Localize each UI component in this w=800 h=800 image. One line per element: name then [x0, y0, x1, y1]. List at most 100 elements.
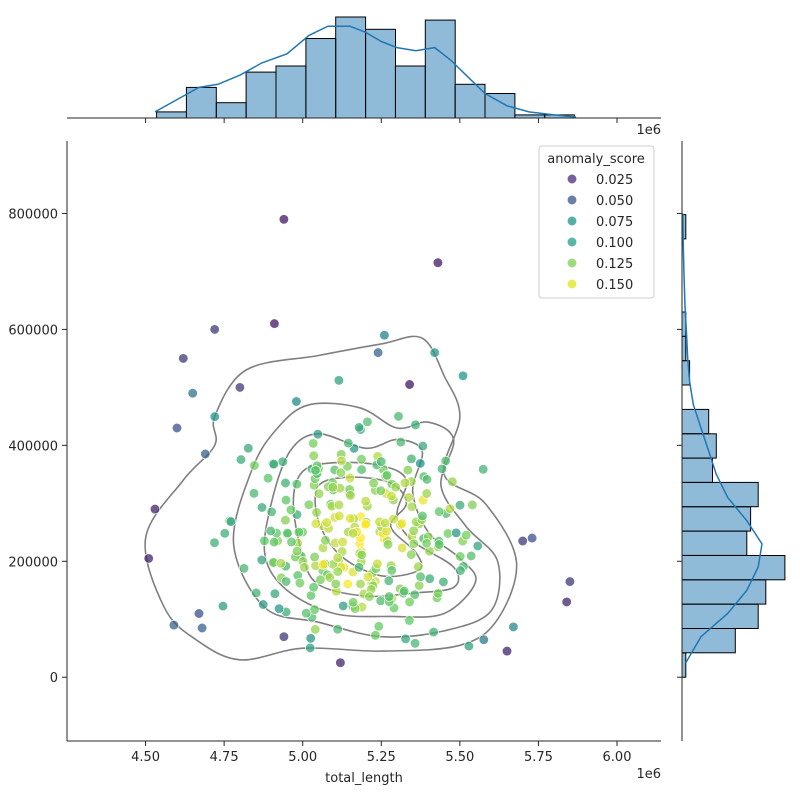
scatter-point: [375, 485, 386, 496]
top-offset-label: 1e6: [636, 123, 661, 138]
scatter-point: [395, 436, 406, 448]
x-tick-label: 5.50: [445, 750, 474, 765]
scatter-point: [368, 477, 379, 489]
scatter-point: [355, 578, 366, 590]
legend-box: [538, 145, 655, 299]
scatter-point: [333, 499, 345, 511]
scatter-point: [343, 437, 354, 449]
top-hist-bar: [484, 93, 516, 119]
scatter-point: [406, 549, 417, 560]
scatter-point: [332, 624, 343, 635]
scatter-point: [251, 587, 262, 599]
scatter-point: [436, 463, 448, 475]
scatter-point: [428, 626, 439, 638]
scatter-point: [344, 472, 356, 484]
scatter-point: [362, 416, 373, 427]
scatter-point: [308, 450, 319, 461]
scatter-point: [373, 621, 384, 632]
scatter-point: [309, 551, 320, 563]
scatter-point: [501, 645, 513, 657]
top-hist-bar: [156, 111, 188, 119]
legend-entry-label: 0.025: [596, 173, 633, 188]
y-tick-label: 800000: [8, 207, 58, 222]
scatter-point: [277, 456, 288, 467]
scatter-point: [372, 558, 383, 569]
scatter-point: [337, 536, 348, 548]
scatter-point: [269, 318, 280, 329]
scatter-point: [280, 515, 291, 526]
scatter-point: [293, 527, 305, 538]
scatter-point: [178, 353, 189, 364]
scatter-point: [375, 595, 386, 606]
scatter-point: [434, 506, 445, 517]
right-hist-bar: [681, 506, 752, 532]
scatter-point: [388, 513, 399, 525]
scatter-point: [310, 465, 321, 476]
scatter-point: [455, 551, 466, 562]
scatter-point: [409, 638, 421, 649]
scatter-point: [408, 525, 419, 536]
x-tick-label: 4.75: [210, 750, 239, 765]
scatter-point: [455, 565, 466, 576]
scatter-point: [410, 419, 421, 430]
scatter-point: [362, 571, 374, 583]
scatter-point: [193, 608, 205, 619]
scatter-point: [312, 429, 323, 440]
scatter-point: [409, 589, 420, 600]
scatter-point: [168, 619, 180, 631]
top-hist-bar: [215, 102, 247, 119]
scatter-point: [457, 370, 469, 381]
scatter-point: [434, 539, 445, 550]
top-hist-bar: [365, 28, 397, 119]
scatter-point: [508, 621, 519, 633]
scatter-point: [386, 490, 397, 502]
scatter-point: [345, 513, 356, 524]
scatter-point: [478, 464, 489, 475]
scatter-point: [265, 525, 276, 537]
scatter-point: [330, 578, 341, 590]
scatter-point: [266, 506, 277, 517]
scatter-point: [345, 490, 356, 501]
scatter-point: [414, 580, 425, 591]
contour-level-2: [232, 402, 501, 638]
scatter-point: [313, 488, 325, 499]
scatter-point: [234, 382, 246, 393]
scatter-point: [286, 536, 297, 548]
scatter-point: [372, 347, 384, 358]
scatter-point: [200, 448, 211, 460]
scatter-point: [399, 585, 410, 597]
scatter-point: [327, 482, 338, 493]
legend-entry-label: 0.050: [596, 194, 633, 209]
right-hist-bar: [681, 408, 710, 435]
scatter-point: [262, 473, 274, 484]
right-kde-curve: [682, 213, 763, 664]
right-hist-bar: [681, 603, 759, 630]
scatter-point: [356, 454, 367, 465]
legend-entry-label: 0.150: [596, 278, 633, 293]
scatter-point: [305, 642, 316, 654]
contour-level-3: [263, 432, 477, 618]
scatter-point: [280, 477, 291, 489]
scatter-point: [478, 634, 489, 645]
scatter-point: [421, 488, 432, 499]
scatter-point: [209, 537, 220, 548]
scatter-point: [347, 597, 359, 608]
scatter-point: [383, 575, 394, 586]
top-axis-ticks: [145, 118, 618, 123]
scatter-point: [291, 478, 302, 490]
scatter-point: [256, 554, 267, 566]
scatter-point: [294, 577, 306, 589]
x-axis-ticks: 4.50 4.75 5.00 5.25 5.50 5.75 6.00: [131, 741, 631, 765]
top-hist-bar: [394, 65, 426, 119]
top-kde-curve: [154, 25, 577, 118]
legend-marker: [566, 236, 578, 248]
scatter-point: [259, 535, 270, 546]
legend-entry-label: 0.100: [596, 236, 633, 251]
scatter-point: [333, 375, 345, 386]
scatter-point: [311, 507, 322, 518]
scatter-point: [408, 538, 419, 549]
scatter-point: [305, 633, 316, 644]
scatter-point: [444, 503, 456, 514]
scatter-point: [421, 474, 433, 485]
y-tick-label: 200000: [8, 555, 58, 570]
